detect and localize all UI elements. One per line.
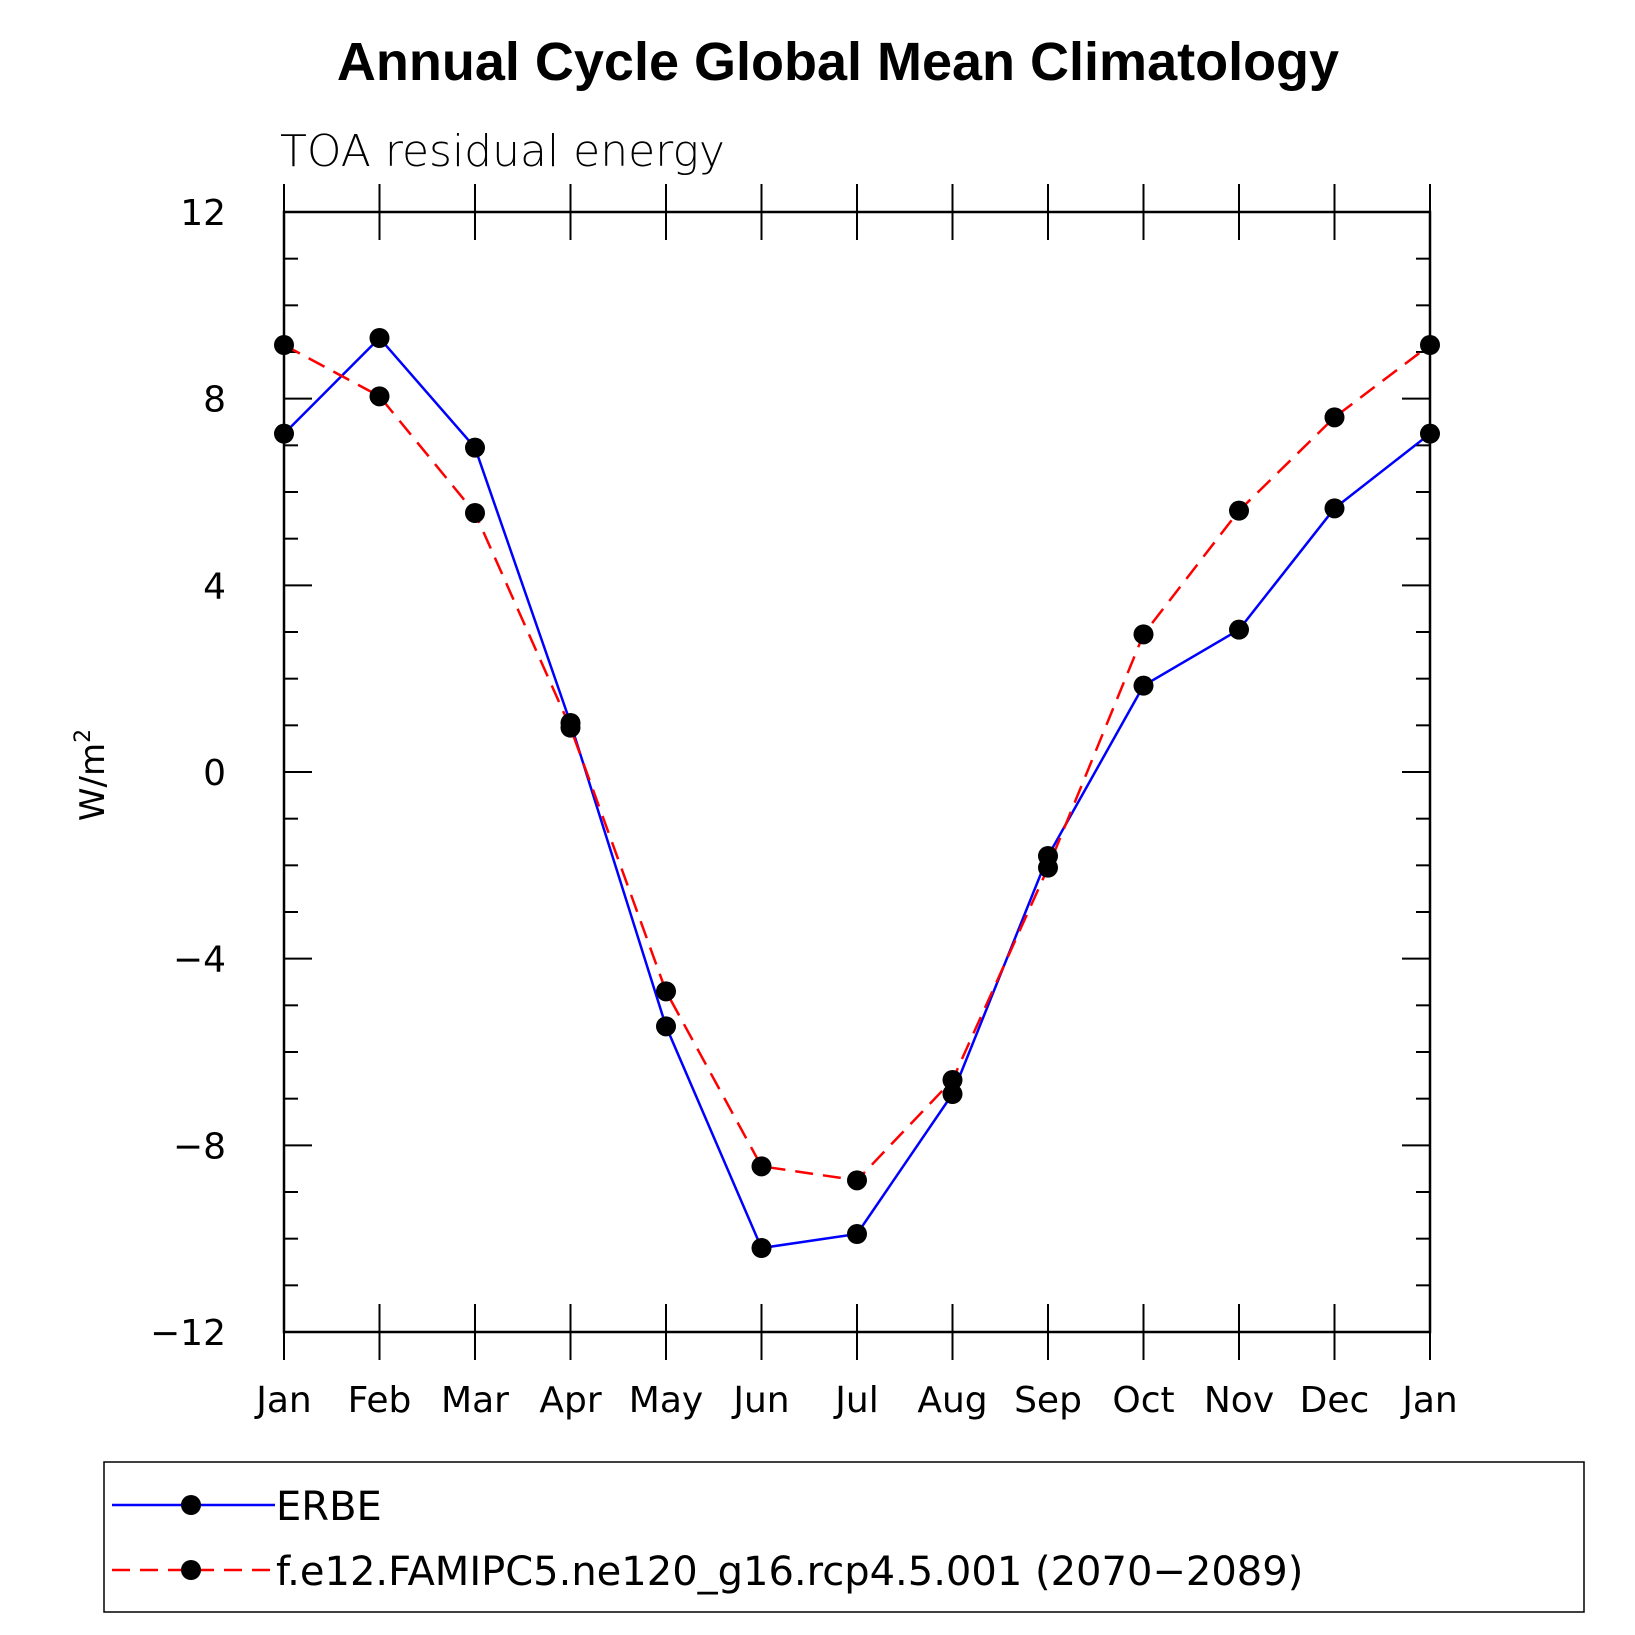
axes: −12 −8 −4 0 4 8 12 Jan Feb Mar Apr May Jun Jul Aug Sep O… <box>150 184 1458 1421</box>
legend-box <box>103 1461 1585 1613</box>
data-point-series-1 <box>1324 407 1345 428</box>
y-tick-label: −12 <box>150 1313 226 1354</box>
x-tick-label: Oct <box>1112 1380 1174 1421</box>
data-point-series-0 <box>1229 619 1249 640</box>
data-point-series-0 <box>369 328 390 348</box>
x-tick-label: Dec <box>1300 1380 1370 1421</box>
data-point-series-0 <box>942 1084 963 1104</box>
data-point-series-0 <box>656 1016 676 1037</box>
x-tick-label: May <box>629 1380 703 1421</box>
x-tick-label: Nov <box>1204 1380 1274 1421</box>
data-point-series-1 <box>751 1156 772 1177</box>
y-tick-label: 12 <box>180 193 226 234</box>
data-point-series-1 <box>847 1170 867 1191</box>
svg-text:W/m2: W/m2 <box>71 729 113 821</box>
legend-label-erbe: ERBE <box>276 1484 382 1530</box>
y-tick-label: −4 <box>173 940 226 981</box>
x-tick-label: Feb <box>348 1380 412 1421</box>
data-point-series-0 <box>1420 423 1440 444</box>
data-point-series-0 <box>847 1224 867 1244</box>
data-point-series-1 <box>656 981 676 1002</box>
y-tick-label: 0 <box>203 753 226 794</box>
y-tick-label: 4 <box>203 566 226 607</box>
x-tick-label: Jul <box>833 1380 878 1421</box>
data-point-series-0 <box>465 437 485 458</box>
data-point-series-1 <box>1133 624 1154 645</box>
plot-frame <box>282 210 1432 1334</box>
legend-marker-model <box>181 1560 201 1580</box>
data-point-series-0 <box>274 423 294 444</box>
data-point-series-1 <box>1229 500 1249 521</box>
data-point-series-1 <box>1420 335 1440 355</box>
series-line-1 <box>283 343 1431 1182</box>
data-point-series-1 <box>465 503 485 523</box>
legend-label-model: f.e12.FAMIPC5.ne120_g16.rcp4.5.001 (2070… <box>276 1549 1303 1595</box>
x-tick-label: Mar <box>441 1380 509 1421</box>
legend-marker-erbe <box>181 1495 201 1515</box>
chart-subtitle: TOA residual energy <box>280 126 725 177</box>
data-point-series-0 <box>751 1238 772 1258</box>
data-point-series-1 <box>1038 857 1058 878</box>
legend: ERBE f.e12.FAMIPC5.ne120_g16.rcp4.5.001 … <box>103 1461 1585 1613</box>
plot-series <box>274 328 1440 1258</box>
x-tick-label: Apr <box>539 1380 601 1421</box>
y-axis-label-superscript: 2 <box>71 729 96 743</box>
y-axis-label-text: W/m <box>73 743 113 821</box>
x-tick-label: Sep <box>1014 1380 1082 1421</box>
y-tick-label: −8 <box>173 1126 226 1167</box>
x-tick-label: Jan <box>1400 1380 1458 1421</box>
x-tick-label: Aug <box>917 1380 987 1421</box>
series-line-0 <box>283 336 1431 1250</box>
chart-title: Annual Cycle Global Mean Climatology <box>337 32 1339 92</box>
data-point-series-0 <box>1133 675 1154 696</box>
data-point-series-0 <box>1324 498 1345 519</box>
y-tick-label: 8 <box>203 380 226 421</box>
data-point-series-1 <box>560 717 581 738</box>
x-tick-label: Jun <box>731 1380 789 1421</box>
x-tick-label: Jan <box>254 1380 312 1421</box>
data-point-series-1 <box>942 1070 963 1090</box>
y-axis-label: W/m2 <box>71 729 113 821</box>
data-point-series-1 <box>369 386 390 407</box>
data-point-series-1 <box>274 335 294 355</box>
